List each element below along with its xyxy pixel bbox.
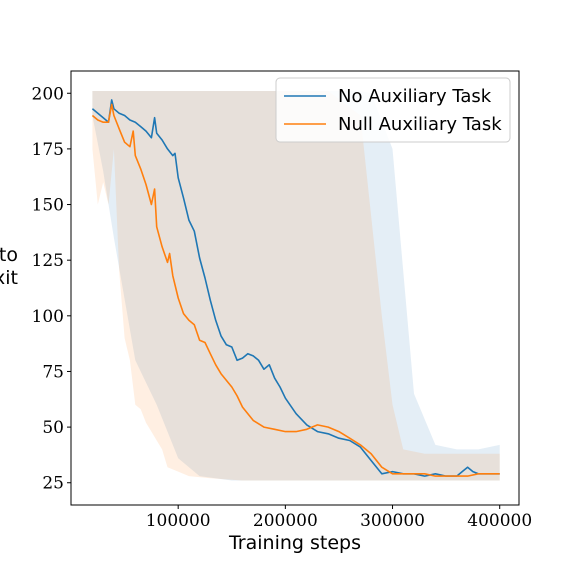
legend-label: No Auxiliary Task: [338, 86, 492, 107]
band-no-auxiliary-task: [92, 91, 500, 481]
x-axis-label: Training steps: [228, 532, 361, 554]
legend-label: Null Auxiliary Task: [338, 114, 502, 135]
x-tick-label: 200000: [253, 511, 318, 531]
y-tick-label: 25: [42, 474, 64, 494]
plot-frame: [70, 70, 520, 506]
y-axis-ticks: 25 50 75 100 125 150 175 200: [32, 84, 71, 494]
y-axis-label-fragment: to: [0, 244, 18, 266]
y-tick-label: 75: [42, 362, 64, 382]
y-tick-label: 200: [32, 84, 64, 104]
x-tick-label: 400000: [467, 511, 532, 531]
band-null-auxiliary-task: [92, 91, 500, 481]
series-lines: [91, 99, 500, 477]
y-tick-label: 150: [32, 196, 64, 216]
x-axis-ticks: 100000 200000 300000 400000: [146, 505, 532, 531]
y-tick-label: 100: [32, 307, 64, 327]
x-tick-label: 100000: [146, 511, 211, 531]
x-tick-label: 300000: [360, 511, 425, 531]
legend: No Auxiliary Task Null Auxiliary Task: [275, 77, 511, 143]
y-tick-label: 175: [32, 140, 64, 160]
legend-box: [275, 77, 511, 143]
y-tick-label: 50: [42, 418, 64, 438]
y-tick-label: 125: [32, 251, 64, 271]
confidence-bands: [92, 91, 500, 481]
y-axis-label-fragment: xit: [0, 267, 18, 289]
series-line-null-auxiliary-task: [91, 103, 500, 477]
